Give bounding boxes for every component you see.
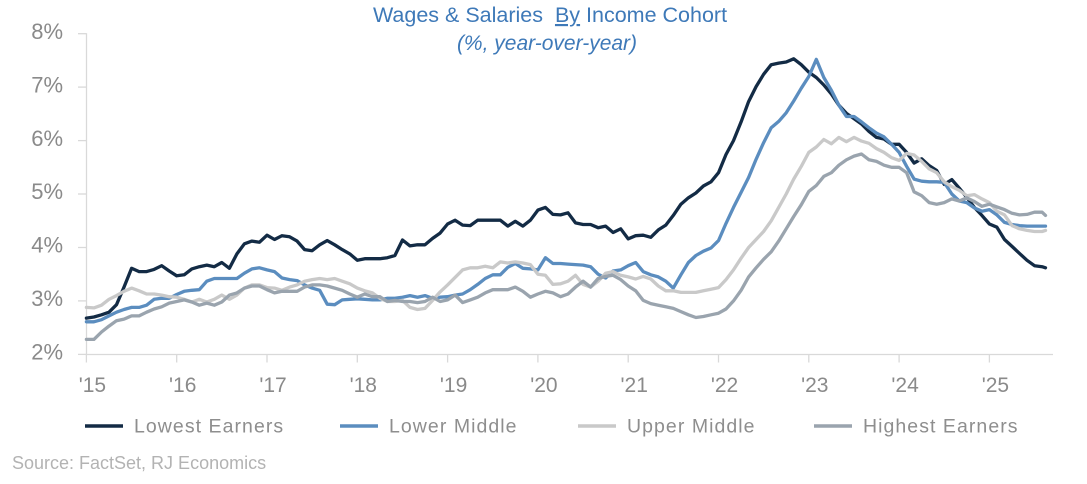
svg-text:'18: '18 — [350, 374, 377, 397]
svg-text:2%: 2% — [31, 340, 63, 365]
svg-text:Lowest Earners: Lowest Earners — [134, 416, 284, 438]
svg-text:(%, year-over-year): (%, year-over-year) — [457, 32, 637, 55]
svg-text:'17: '17 — [259, 374, 286, 397]
svg-text:Upper Middle: Upper Middle — [627, 416, 756, 438]
svg-text:'25: '25 — [982, 374, 1009, 397]
svg-text:Lower Middle: Lower Middle — [389, 416, 518, 438]
svg-text:4%: 4% — [31, 233, 63, 258]
svg-text:'24: '24 — [891, 374, 919, 397]
svg-text:'20: '20 — [530, 374, 557, 397]
svg-text:5%: 5% — [31, 179, 63, 204]
svg-text:6%: 6% — [31, 126, 63, 151]
svg-text:'23: '23 — [801, 374, 828, 397]
svg-text:Wages & Salaries By Income Co: Wages & Salaries By Income Cohort — [373, 3, 727, 27]
svg-text:7%: 7% — [31, 72, 63, 97]
svg-text:Source: FactSet, RJ Economics: Source: FactSet, RJ Economics — [12, 453, 266, 473]
svg-text:'15: '15 — [79, 374, 106, 397]
svg-text:'19: '19 — [440, 374, 467, 397]
svg-text:Highest Earners: Highest Earners — [863, 416, 1019, 438]
svg-text:'16: '16 — [169, 374, 196, 397]
svg-text:'21: '21 — [621, 374, 648, 397]
svg-text:'22: '22 — [711, 374, 738, 397]
svg-text:3%: 3% — [31, 286, 63, 311]
svg-text:8%: 8% — [31, 19, 63, 44]
